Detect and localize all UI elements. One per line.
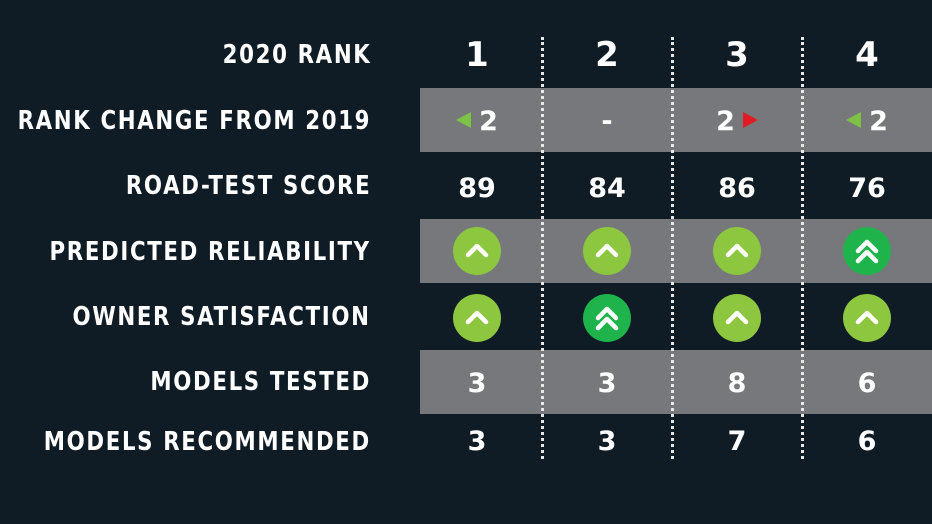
road-test-score: 76 (848, 173, 886, 204)
rank-change-value: 2 (869, 106, 888, 137)
row-label-satisfaction: OWNER SATISFACTION (72, 302, 371, 332)
road-test-score: 84 (588, 173, 626, 204)
rank-change-value: - (601, 106, 613, 137)
rank-value: 4 (855, 35, 879, 75)
single-chevron-up-icon (453, 227, 501, 275)
double-chevron-up-icon (583, 294, 631, 342)
row-label-models-tested: MODELS TESTED (150, 367, 371, 397)
rank-value: 3 (725, 35, 749, 75)
models-tested-value: 6 (857, 368, 877, 399)
models-tested-value: 8 (727, 368, 747, 399)
road-test-score: 86 (718, 173, 756, 204)
band-models-tested (420, 350, 932, 414)
single-chevron-up-icon (713, 227, 761, 275)
green-left-triangle-icon (846, 111, 862, 128)
row-label-models-recommended: MODELS RECOMMENDED (43, 427, 371, 457)
single-chevron-up-icon (583, 227, 631, 275)
models-recommended-value: 3 (467, 426, 487, 457)
rank-value: 2 (595, 35, 619, 75)
red-right-triangle-icon (742, 111, 758, 128)
column-divider (541, 37, 544, 459)
road-test-score: 89 (458, 173, 496, 204)
rank-change-cell: 2 (807, 108, 927, 135)
row-label-road-test: ROAD-TEST SCORE (125, 171, 371, 201)
single-chevron-up-icon (843, 294, 891, 342)
models-tested-value: 3 (597, 368, 617, 399)
rank-change-cell: - (547, 108, 667, 135)
rank-change-value: 2 (716, 106, 735, 137)
single-chevron-up-icon (453, 294, 501, 342)
double-chevron-up-icon (843, 227, 891, 275)
column-divider (801, 37, 804, 459)
rank-change-cell: 2 (677, 108, 797, 135)
column-divider (671, 37, 674, 459)
rank-change-cell: 2 (417, 108, 537, 135)
models-recommended-value: 3 (597, 426, 617, 457)
green-left-triangle-icon (456, 111, 472, 128)
models-tested-value: 3 (467, 368, 487, 399)
row-label-rank-2020: 2020 RANK (222, 40, 371, 70)
models-recommended-value: 7 (727, 426, 747, 457)
single-chevron-up-icon (713, 294, 761, 342)
rank-value: 1 (465, 35, 489, 75)
rank-change-value: 2 (479, 106, 498, 137)
row-label-reliability: PREDICTED RELIABILITY (49, 237, 371, 267)
models-recommended-value: 6 (857, 426, 877, 457)
row-label-rank-change: RANK CHANGE FROM 2019 (17, 106, 371, 136)
